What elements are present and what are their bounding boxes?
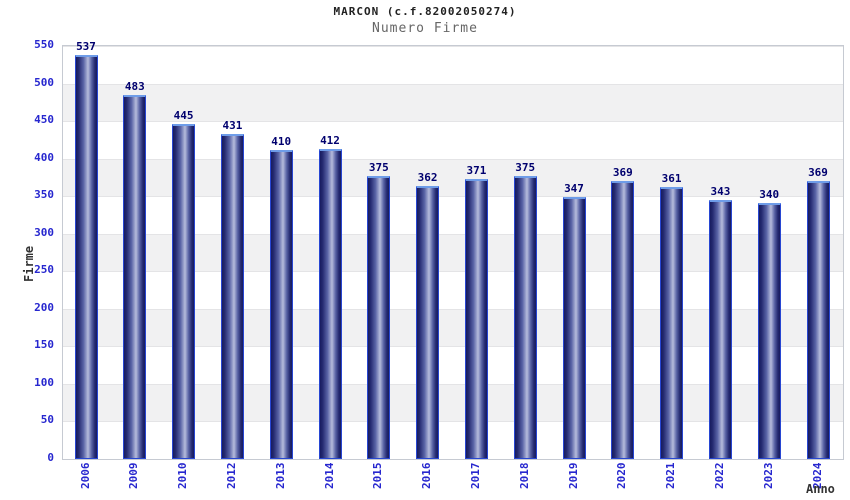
x-axis-tick-label: 2013 <box>273 463 287 490</box>
bar-2017 <box>464 179 488 459</box>
bar-value-label: 340 <box>759 188 780 201</box>
x-axis-tick-label: 2018 <box>517 463 531 490</box>
bar-value-label: 375 <box>368 161 389 174</box>
bar-value-label: 445 <box>173 109 194 122</box>
x-axis-tick-label: 2015 <box>371 463 385 490</box>
y-axis-tick-label: 550 <box>34 38 54 51</box>
bar-value-label: 483 <box>124 80 145 93</box>
y-axis-tick-label: 0 <box>47 451 54 464</box>
bar-value-label: 369 <box>612 166 633 179</box>
bar-value-label: 369 <box>808 166 828 179</box>
bar-value-label: 431 <box>222 119 243 132</box>
grid-band <box>63 46 843 84</box>
x-axis-tick-label: 2023 <box>761 463 775 490</box>
plot-area: 537 483 445 431 410 412 375 362 371 375 347 369 361 3… <box>62 40 844 460</box>
bar-value-label: 361 <box>661 172 682 185</box>
x-axis-tick-label: 2021 <box>664 463 678 490</box>
bar-2010 <box>172 124 196 459</box>
bar-2018 <box>513 176 537 459</box>
y-axis-tick-label: 200 <box>34 300 54 314</box>
bar-2012 <box>220 134 244 459</box>
y-axis-tick-label: 250 <box>34 263 54 277</box>
x-axis-tick-label: 2009 <box>127 463 141 490</box>
y-axis-tick-label: 400 <box>34 150 54 164</box>
x-axis-tick-label: 2017 <box>468 463 482 490</box>
bar-2015 <box>367 176 391 459</box>
bar-2022 <box>708 200 732 459</box>
x-axis-tick-label: 2016 <box>420 463 434 490</box>
y-axis-tick-label: 100 <box>34 375 54 389</box>
bar-2023 <box>757 203 781 459</box>
bar-value-label: 537 <box>76 40 96 53</box>
bar-2013 <box>269 150 293 459</box>
bar-2006 <box>74 55 98 459</box>
x-axis-tick-label: 2020 <box>615 463 629 490</box>
bar-value-label: 410 <box>271 135 292 148</box>
x-axis-tick-label: 2022 <box>712 463 726 490</box>
grid-band <box>63 83 843 122</box>
bar-value-label: 412 <box>320 134 340 147</box>
bar-2014 <box>318 149 342 459</box>
bar-2024 <box>806 181 830 459</box>
y-axis-tick-label: 500 <box>34 75 54 89</box>
bar-value-label: 371 <box>466 164 487 177</box>
bar-value-label: 375 <box>515 161 536 174</box>
x-axis-tick-label: 2010 <box>176 463 190 490</box>
bar-2016 <box>416 186 440 459</box>
y-axis-tick-label: 50 <box>40 413 54 427</box>
bar-2020 <box>611 181 635 459</box>
y-axis-tick-label: 300 <box>34 225 54 239</box>
bar-value-label: 362 <box>417 171 438 184</box>
chart-title: MARCON (c.f.82002050274) <box>333 5 517 18</box>
y-axis-tick-label: 350 <box>34 188 54 202</box>
y-axis-tick-label: 150 <box>34 338 54 352</box>
x-axis-title: Anno <box>806 482 835 496</box>
x-axis-tick-label: 2019 <box>566 463 580 490</box>
y-axis-tick-label: 450 <box>34 113 54 127</box>
chart-subtitle: Numero Firme <box>372 21 478 36</box>
bar-2019 <box>562 197 586 459</box>
bar-value-label: 343 <box>710 185 731 198</box>
bar-2009 <box>123 95 147 459</box>
x-axis-tick-label: 2012 <box>224 463 238 490</box>
x-axis-tick-label: 2014 <box>322 463 336 490</box>
bar-value-label: 347 <box>564 182 584 195</box>
x-axis-tick-label: 2006 <box>78 463 92 490</box>
bar-2021 <box>660 187 684 459</box>
